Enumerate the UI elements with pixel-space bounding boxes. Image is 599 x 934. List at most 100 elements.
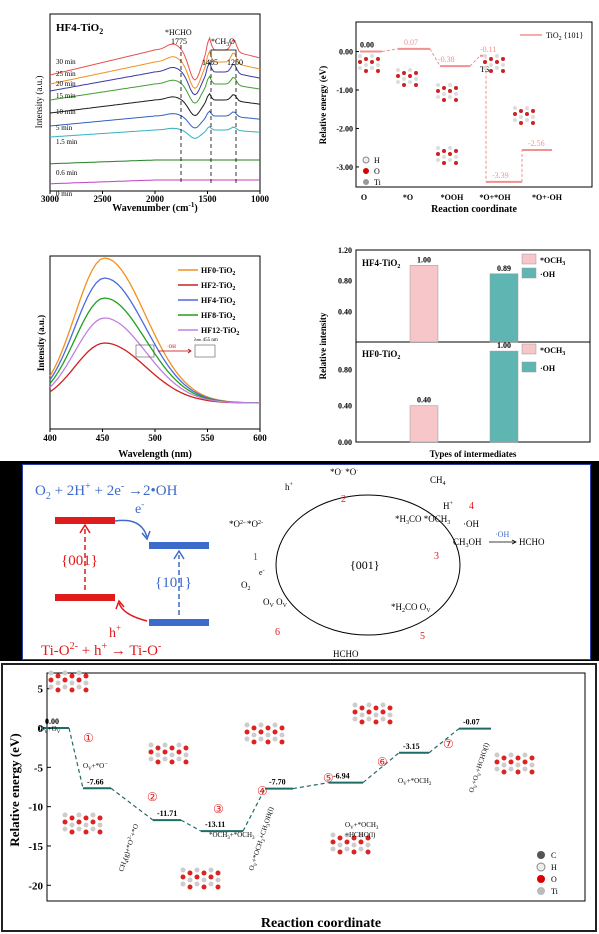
ir-curve: [49, 92, 261, 117]
ir-ann-1775: 1775: [171, 37, 187, 46]
me-step-label: ④: [257, 784, 268, 798]
svg-text:+HCHO(l): +HCHO(l): [345, 831, 376, 839]
svg-text:h+: h+: [285, 482, 294, 492]
svg-text:OV+*OCH2: OV+*OCH2: [398, 777, 432, 787]
fl-inset: ·OH λem 455 nm: [135, 337, 218, 358]
me-atom: [62, 819, 68, 825]
orr-value-labels: 0.00 0.07 -0.38 -0.11 -3.39 -2.56: [360, 38, 545, 180]
me-atom: [265, 732, 271, 738]
orr-connector: [469, 55, 481, 67]
me-atom: [169, 759, 175, 765]
orr-atom: [376, 63, 380, 67]
ir-curve: [49, 49, 261, 90]
me-atom: [279, 732, 285, 738]
orr-atom: [442, 92, 446, 96]
fl-xlabel: Wavelength (nm): [118, 449, 192, 460]
me-atom: [352, 709, 358, 715]
orr-atom: [519, 109, 523, 113]
svg-text:*OCH3+*OCH3: *OCH3+*OCH3: [209, 831, 255, 841]
orr-atom: [495, 60, 499, 64]
me-atom: [352, 716, 358, 722]
orr-atom: [408, 74, 412, 78]
orr-x-cat: *O+*OH: [479, 193, 511, 202]
svg-text:*H2CO OV: *H2CO OV: [391, 602, 431, 614]
me-atom: [180, 881, 186, 887]
me-atom: [529, 762, 535, 768]
me-connector: [180, 819, 202, 832]
svg-text:1: 1: [253, 552, 258, 563]
bar-legend-label: *OCH3: [540, 256, 565, 267]
orr-atom: [442, 149, 446, 153]
ir-time-label: 1.5 min: [56, 138, 78, 146]
o-atom-icon: [363, 168, 369, 174]
orr-atom: [364, 57, 368, 61]
svg-text:*O2-·*O2-: *O2-·*O2-: [229, 519, 263, 529]
me-atom: [522, 759, 528, 765]
me-atom: [515, 755, 521, 761]
hole-transfer-arrow: [118, 602, 148, 622]
orr-atom: [436, 89, 440, 93]
svg-text:CH4(g)+*O2-+*O: CH4(g)+*O2-+*O: [117, 823, 142, 873]
me-atom: [169, 752, 175, 758]
intermediates-bar-chart: 1.20 0.80 0.40 0.80 0.40 0.00 HF4-TiO2 HF0-Ti…: [318, 246, 591, 459]
methane-energy-panel: 5 0 -5 -10 -15 -20 Relative energy (eV) React…: [1, 663, 597, 932]
ir-time-label: 5 min: [56, 124, 73, 132]
me-atom: [365, 849, 371, 855]
fl-curve: [49, 317, 260, 404]
orr-connector: [381, 48, 399, 53]
mechanism-scheme: O2 + 2H+ + 2e- →2•OH {001} {101} e- h+ T…: [22, 464, 591, 660]
orr-atom: [370, 54, 374, 58]
orr-atom: [448, 152, 452, 156]
orr-atom: [376, 57, 380, 61]
me-atom: [97, 815, 103, 821]
orr-value-label: 0.07: [404, 38, 418, 47]
me-atom: [62, 826, 68, 832]
orr-atom: [358, 66, 362, 70]
me-atom: [380, 716, 386, 722]
orr-atom: [408, 68, 412, 72]
orr-atom: [414, 77, 418, 81]
me-atom: [359, 705, 365, 711]
fl-tick-label: 450: [96, 433, 110, 443]
svg-text:OV+*O·-: OV+*O·-: [83, 762, 108, 772]
band-001-top: [55, 517, 115, 524]
orr-atom: [442, 98, 446, 102]
orr-atom: [489, 57, 493, 61]
orr-atom: [489, 63, 493, 67]
me-atom: [265, 739, 271, 745]
me-atom: [162, 742, 168, 748]
fl-curve: [49, 342, 261, 404]
me-atom: [251, 732, 257, 738]
me-atom: [358, 846, 364, 852]
orr-tick-label: -1.00: [336, 86, 353, 95]
fl-spectra-chart: HF0-TiO2 HF2-TiO2 HF4-TiO2 HF8-TiO2 HF12-TiO…: [36, 255, 267, 460]
ir-time-label: 0 min: [56, 190, 73, 198]
svg-text:3: 3: [434, 551, 439, 562]
orr-atom: [513, 106, 517, 110]
me-atom: [176, 756, 182, 762]
me-atom: [83, 815, 89, 821]
me-atom: [494, 759, 500, 765]
fl-legend-label: HF0-TiO2: [201, 266, 235, 277]
me-atom: [330, 846, 336, 852]
me-atom: [90, 812, 96, 818]
me-atom: [279, 739, 285, 745]
fl-legend: HF0-TiO2 HF2-TiO2 HF4-TiO2 HF8-TiO2 HF12-TiO…: [178, 266, 239, 337]
svg-text:h+: h+: [109, 623, 121, 641]
c-atom-icon: [537, 851, 545, 859]
me-structure-images: [48, 670, 535, 890]
orr-atom: [408, 80, 412, 84]
fl-curves: [49, 257, 261, 404]
orr-x-cat: *OOH: [441, 193, 464, 202]
orr-x-cat: *O+·OH: [532, 193, 563, 202]
me-atom: [148, 756, 154, 762]
orr-atom: [414, 71, 418, 75]
me-atom: [148, 742, 154, 748]
orr-atom: [364, 63, 368, 67]
svg-text:O2: O2: [241, 580, 251, 592]
orr-atom: [531, 121, 535, 125]
me-connector: [110, 787, 154, 821]
bar-y-ticks: 1.20 0.80 0.40 0.80 0.40 0.00: [338, 246, 352, 447]
bar-legend-label: ·OH: [540, 364, 556, 373]
me-atom: [387, 712, 393, 718]
